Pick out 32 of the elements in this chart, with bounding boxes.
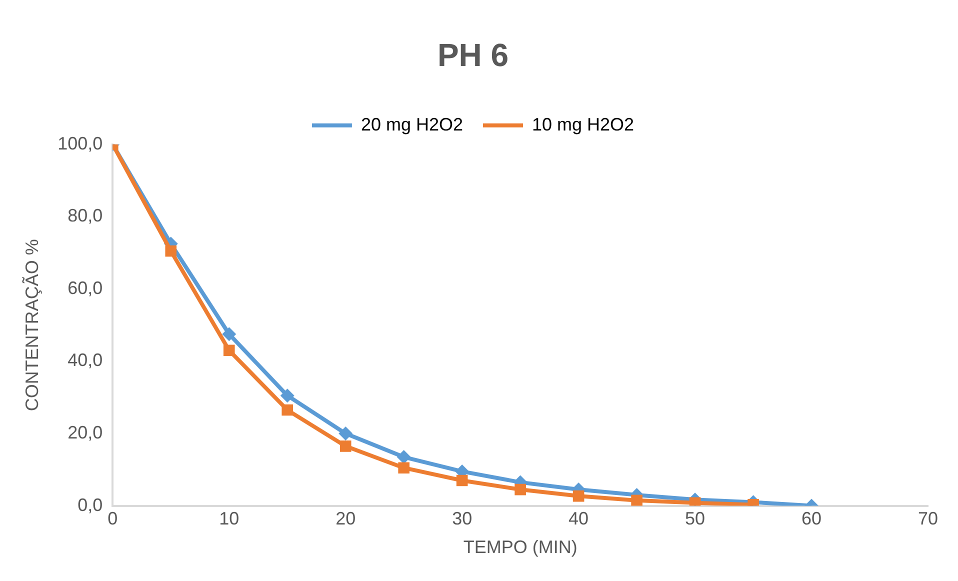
x-tick-label: 0 — [108, 508, 118, 529]
point — [222, 327, 236, 342]
legend-label: 20 mg H2O2 — [360, 114, 464, 134]
point — [340, 440, 352, 452]
point — [165, 245, 177, 257]
x-tick-label: 70 — [918, 508, 938, 529]
x-tick-label: 40 — [568, 508, 589, 529]
y-tick-label: 40,0 — [68, 350, 103, 370]
legend-label: 10 mg H2O2 — [532, 114, 634, 134]
point — [338, 426, 353, 441]
x-tick-label: 20 — [336, 508, 356, 529]
point — [280, 388, 294, 403]
point — [456, 474, 468, 486]
y-tick-label: 60,0 — [68, 278, 103, 298]
point — [223, 344, 235, 356]
x-tick-label: 60 — [802, 508, 822, 529]
point — [396, 450, 411, 464]
y-tick-label: 80,0 — [68, 206, 103, 226]
x-tick-label: 30 — [452, 508, 472, 529]
y-axis-title: CONTENTRAÇÃO % — [22, 239, 42, 412]
x-axis-title: TEMPO (MIN) — [463, 537, 578, 558]
y-tick-label: 100,0 — [58, 133, 103, 154]
x-tick-label: 50 — [685, 508, 706, 529]
x-tick-label: 10 — [219, 508, 240, 529]
chart-title: PH 6 — [437, 37, 509, 74]
y-tick-label: 20,0 — [68, 422, 103, 442]
point — [631, 494, 642, 506]
point — [398, 462, 410, 474]
y-tick-label: 0,0 — [78, 494, 103, 515]
point — [282, 404, 294, 416]
point — [572, 490, 584, 502]
point — [514, 484, 526, 496]
